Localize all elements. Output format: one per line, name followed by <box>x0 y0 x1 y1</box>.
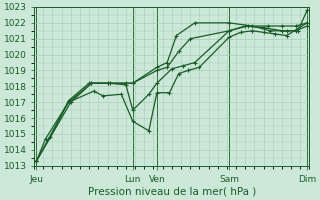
X-axis label: Pression niveau de la mer( hPa ): Pression niveau de la mer( hPa ) <box>88 187 256 197</box>
